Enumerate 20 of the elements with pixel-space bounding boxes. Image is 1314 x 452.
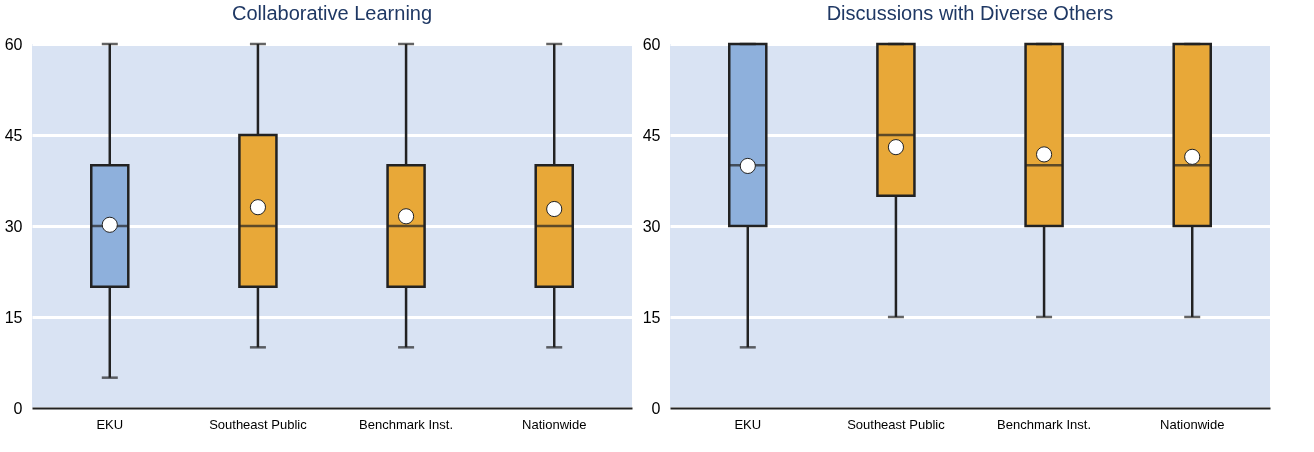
x-tick-label: Southeast Public xyxy=(209,416,308,432)
x-tick-label: Nationwide xyxy=(522,416,587,432)
y-tick-label: 30 xyxy=(4,217,23,235)
y-tick-label: 30 xyxy=(642,217,661,235)
x-tick-label: Nationwide xyxy=(1160,416,1225,432)
y-tick-label: 0 xyxy=(651,399,661,417)
x-tick-label: EKU xyxy=(734,416,762,432)
x-tick-label: Southeast Public xyxy=(847,416,946,432)
chart-title: Discussions with Diverse Others xyxy=(826,2,1114,24)
y-tick-label: 15 xyxy=(4,308,23,326)
y-tick-label: 45 xyxy=(642,126,661,144)
y-tick-label: 60 xyxy=(4,35,23,53)
y-tick-label: 0 xyxy=(13,399,23,417)
x-tick-label: Benchmark Inst. xyxy=(997,416,1092,432)
chart-title: Collaborative Learning xyxy=(231,2,433,24)
y-tick-label: 60 xyxy=(642,35,661,53)
y-tick-label: 15 xyxy=(642,308,661,326)
x-tick-label: Benchmark Inst. xyxy=(359,416,454,432)
y-tick-label: 45 xyxy=(4,126,23,144)
x-tick-label: EKU xyxy=(96,416,124,432)
